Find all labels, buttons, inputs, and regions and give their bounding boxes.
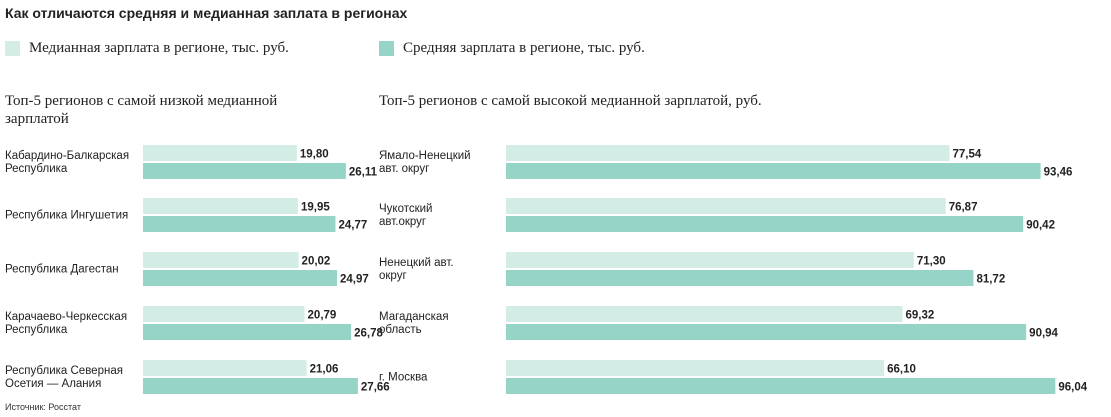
median-bar <box>506 360 885 376</box>
category-label-line: округ <box>379 270 407 282</box>
median-value-label: 19,80 <box>300 149 329 161</box>
median-bar <box>506 252 914 268</box>
median-bar <box>143 198 299 214</box>
legend-average-swatch <box>379 40 394 56</box>
category-label: Ямало-Ненецкий авт. округ <box>379 150 471 175</box>
average-value-label: 90,42 <box>1026 220 1055 232</box>
median-bar <box>506 198 946 214</box>
category-label-line: Республика <box>5 163 68 175</box>
category-label-line: область <box>379 324 422 336</box>
median-value-label: 66,10 <box>887 364 916 376</box>
average-bar <box>506 270 974 286</box>
category-label-line: Республика Ингушетия <box>5 210 128 222</box>
median-bar <box>143 306 305 322</box>
average-value-label: 26,78 <box>354 328 383 340</box>
average-value-label: 24,77 <box>338 220 367 232</box>
average-value-label: 90,94 <box>1029 328 1058 340</box>
category-label-line: Магаданская <box>379 311 449 323</box>
average-bar <box>143 216 336 232</box>
median-value-label: 77,54 <box>953 149 982 161</box>
median-bar <box>506 306 903 322</box>
category-label-line: Республика <box>5 324 68 336</box>
median-value-label: 20,02 <box>302 256 331 268</box>
category-label: Кабардино-Балкарская Республика <box>5 150 129 175</box>
average-value-label: 93,46 <box>1044 167 1073 179</box>
source-note: Источник: Росстат <box>5 402 81 412</box>
average-bar <box>506 324 1027 340</box>
legend-average-label: Средняя зарплата в регионе, тыс. руб. <box>403 39 645 56</box>
category-label-line: Ненецкий авт. <box>379 257 454 269</box>
category-label-line: Республика Северная <box>5 365 123 377</box>
category-label-line: Чукотский <box>379 203 433 215</box>
median-value-label: 19,95 <box>301 202 330 214</box>
category-label: Республика Ингушетия <box>5 210 128 222</box>
chart-title: Как отличаются средняя и медианная запла… <box>5 5 408 21</box>
category-label: г. Москва <box>379 372 428 384</box>
average-value-label: 24,97 <box>340 274 369 286</box>
average-value-label: 27,66 <box>361 382 390 394</box>
average-bar <box>143 324 352 340</box>
average-value-label: 26,11 <box>349 167 378 179</box>
median-value-label: 71,30 <box>917 256 946 268</box>
category-label-line: Кабардино-Балкарская <box>5 150 129 162</box>
average-bar <box>143 270 338 286</box>
category-label-line: Карачаево-Черкесская <box>5 311 127 323</box>
average-bar <box>143 163 346 179</box>
median-value-label: 69,32 <box>906 310 935 322</box>
category-label-line: Осетия — Алания <box>5 378 101 390</box>
median-bar <box>143 145 297 161</box>
legend-median-label: Медианная зарплата в регионе, тыс. руб. <box>29 39 289 56</box>
right-chart-title: Топ-5 регионов с самой высокой медианной… <box>379 93 762 109</box>
category-label-line: Республика Дагестан <box>5 264 119 276</box>
average-value-label: 96,04 <box>1058 382 1087 394</box>
median-bar <box>506 145 950 161</box>
legend-median-swatch <box>5 40 20 56</box>
category-label: Республика Северная Осетия — Алания <box>5 365 123 390</box>
average-value-label: 81,72 <box>976 274 1005 286</box>
category-label: Чукотский авт.округ <box>379 203 433 228</box>
median-value-label: 76,87 <box>949 202 978 214</box>
category-label: Магаданская область <box>379 311 449 336</box>
category-label: Карачаево-Черкесская Республика <box>5 311 127 336</box>
category-label-line: авт. округ <box>379 163 429 175</box>
average-bar <box>143 378 358 394</box>
median-value-label: 20,79 <box>308 310 337 322</box>
median-value-label: 21,06 <box>310 364 339 376</box>
category-label-line: Ямало-Ненецкий <box>379 150 471 162</box>
median-bar <box>143 360 307 376</box>
average-bar <box>506 216 1024 232</box>
category-label-line: г. Москва <box>379 372 428 384</box>
median-bar <box>143 252 299 268</box>
category-label-line: авт.округ <box>379 216 426 228</box>
average-bar <box>506 378 1056 394</box>
legend-median: Медианная зарплата в регионе, тыс. руб. <box>5 40 289 56</box>
category-label: Ненецкий авт. округ <box>379 257 454 282</box>
average-bar <box>506 163 1041 179</box>
category-label: Республика Дагестан <box>5 264 119 276</box>
legend-average: Средняя зарплата в регионе, тыс. руб. <box>379 40 645 56</box>
left-chart-title: Топ-5 регионов с самой низкой медианной … <box>5 93 278 127</box>
